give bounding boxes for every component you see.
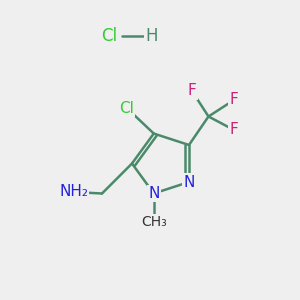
Text: CH₃: CH₃ bbox=[141, 215, 167, 229]
Text: N: N bbox=[148, 186, 160, 201]
Text: Cl: Cl bbox=[101, 27, 118, 45]
Text: F: F bbox=[230, 92, 238, 107]
Text: H: H bbox=[145, 27, 158, 45]
Text: F: F bbox=[230, 122, 238, 137]
Text: Cl: Cl bbox=[119, 100, 134, 116]
Text: F: F bbox=[188, 83, 196, 98]
Text: NH₂: NH₂ bbox=[59, 184, 88, 200]
Text: N: N bbox=[183, 175, 195, 190]
